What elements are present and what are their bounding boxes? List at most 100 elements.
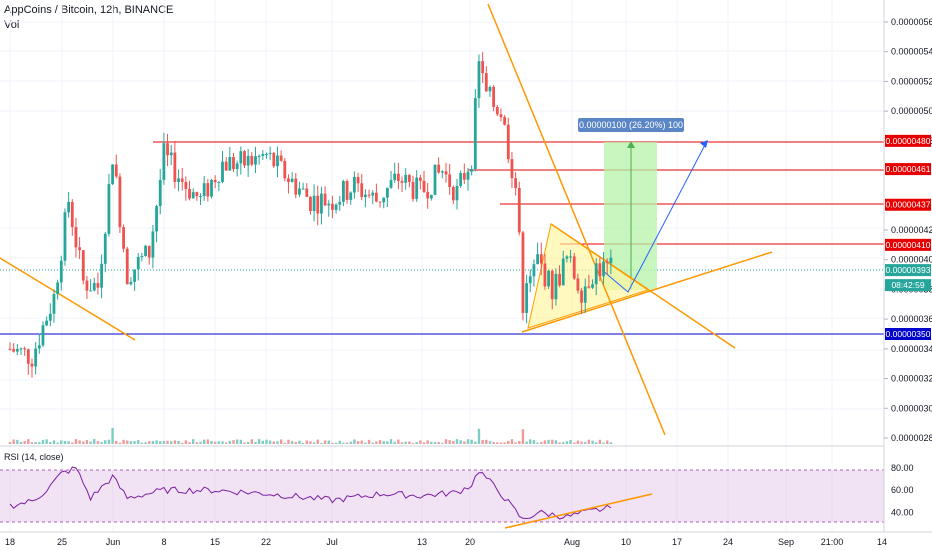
volume-bar [598,439,602,444]
volume-bar [320,442,323,444]
candle-body [338,201,342,205]
candle-body [177,178,180,182]
candle-body [506,124,510,160]
volume-bar [239,439,243,444]
price-axis-badges: 0.00000480 0.00000461 0.00000437 0.00000410… [885,134,931,340]
time-tick-label: 13 [417,537,427,547]
candle-body [320,193,323,214]
volume-bar [71,442,74,444]
volume-bar [309,441,312,444]
candle-body [74,227,78,248]
volume-bar [477,428,481,444]
volume-bar [126,440,129,444]
triangle-lower-line [521,251,773,333]
volume-bar [543,440,547,444]
rsi-trendline[interactable] [504,493,653,529]
volume-bar [408,441,411,444]
candle-body [331,203,334,210]
volume-bar [257,439,261,444]
volume-bar [246,441,250,444]
candle-body [360,183,364,198]
candle-body [536,254,539,265]
trendlines[interactable] [0,3,773,436]
volume-bar [345,442,349,444]
volume-bar [170,441,173,444]
time-tick-label: Jul [326,537,338,547]
volume-bar [547,439,550,444]
volume-bar [378,440,382,444]
time-tick-label: 15 [210,537,220,547]
candle-body [569,256,572,258]
candle-body [78,247,82,251]
volume-bar [166,440,169,444]
candle-body [155,206,158,232]
volume-bar [45,439,48,444]
rsi-tick-label: 60.00 [891,485,914,495]
candle-body [459,173,463,186]
volume-bar [173,440,177,444]
volume-bar [210,441,213,444]
volume-bar [562,442,565,444]
candle-body [122,227,125,249]
candle-body [539,254,543,264]
candle-body [363,194,367,198]
candle-body [393,173,397,181]
volume-bar [115,441,118,444]
volume-bar [327,440,330,444]
candle-body [316,195,320,214]
volume-bar [137,440,140,444]
volume-bar [199,441,202,444]
time-tick-label: 14 [877,537,887,547]
volume-bar [444,439,448,444]
volume-bar [250,439,254,444]
candle-body [246,155,250,166]
volume-bar [151,440,155,444]
candle-body [206,183,210,197]
volume-bar [602,442,605,444]
candle-body [100,263,103,288]
candle-body [265,153,268,155]
candle-body [451,186,455,201]
volume-bar [496,442,499,444]
volume-bar [400,442,404,444]
candlestick-series[interactable] [8,52,613,378]
volume-bar [404,441,407,444]
candle-body [532,264,536,277]
volume-bar [331,442,334,444]
volume-bar [569,439,572,444]
candle-body [598,263,602,277]
candle-body [521,232,525,313]
volume-bar [221,441,224,444]
volume-bar [268,440,272,444]
volume-bar [155,440,158,444]
volume-bar [276,441,279,444]
candle-body [81,250,85,281]
candle-body [514,178,518,189]
candle-body [437,164,441,173]
candle-body [136,257,140,270]
volume-bar [591,440,594,444]
volume-bar [162,441,166,444]
candle-body [103,233,107,264]
time-axis-ticks[interactable]: 18 25 Jun 8 15 22 Jul 13 20 Aug 10 17 24 Sep 21:00 14 [5,537,887,547]
volume-bar [261,440,265,444]
rsi-tick-label: 80.00 [891,463,914,473]
candle-body [85,280,89,291]
rsi-band [0,470,884,522]
volume-bar [558,442,561,444]
volume-bar [356,441,360,444]
candle-body [224,161,228,171]
candle-body [59,260,63,283]
candle-body [342,181,345,202]
rsi-line[interactable] [9,466,612,520]
candle-body [525,283,529,313]
volume-bar [27,439,30,444]
candle-body [312,195,316,211]
volume-bar [532,440,536,444]
volume-bar [16,439,19,444]
candle-body [309,196,312,211]
